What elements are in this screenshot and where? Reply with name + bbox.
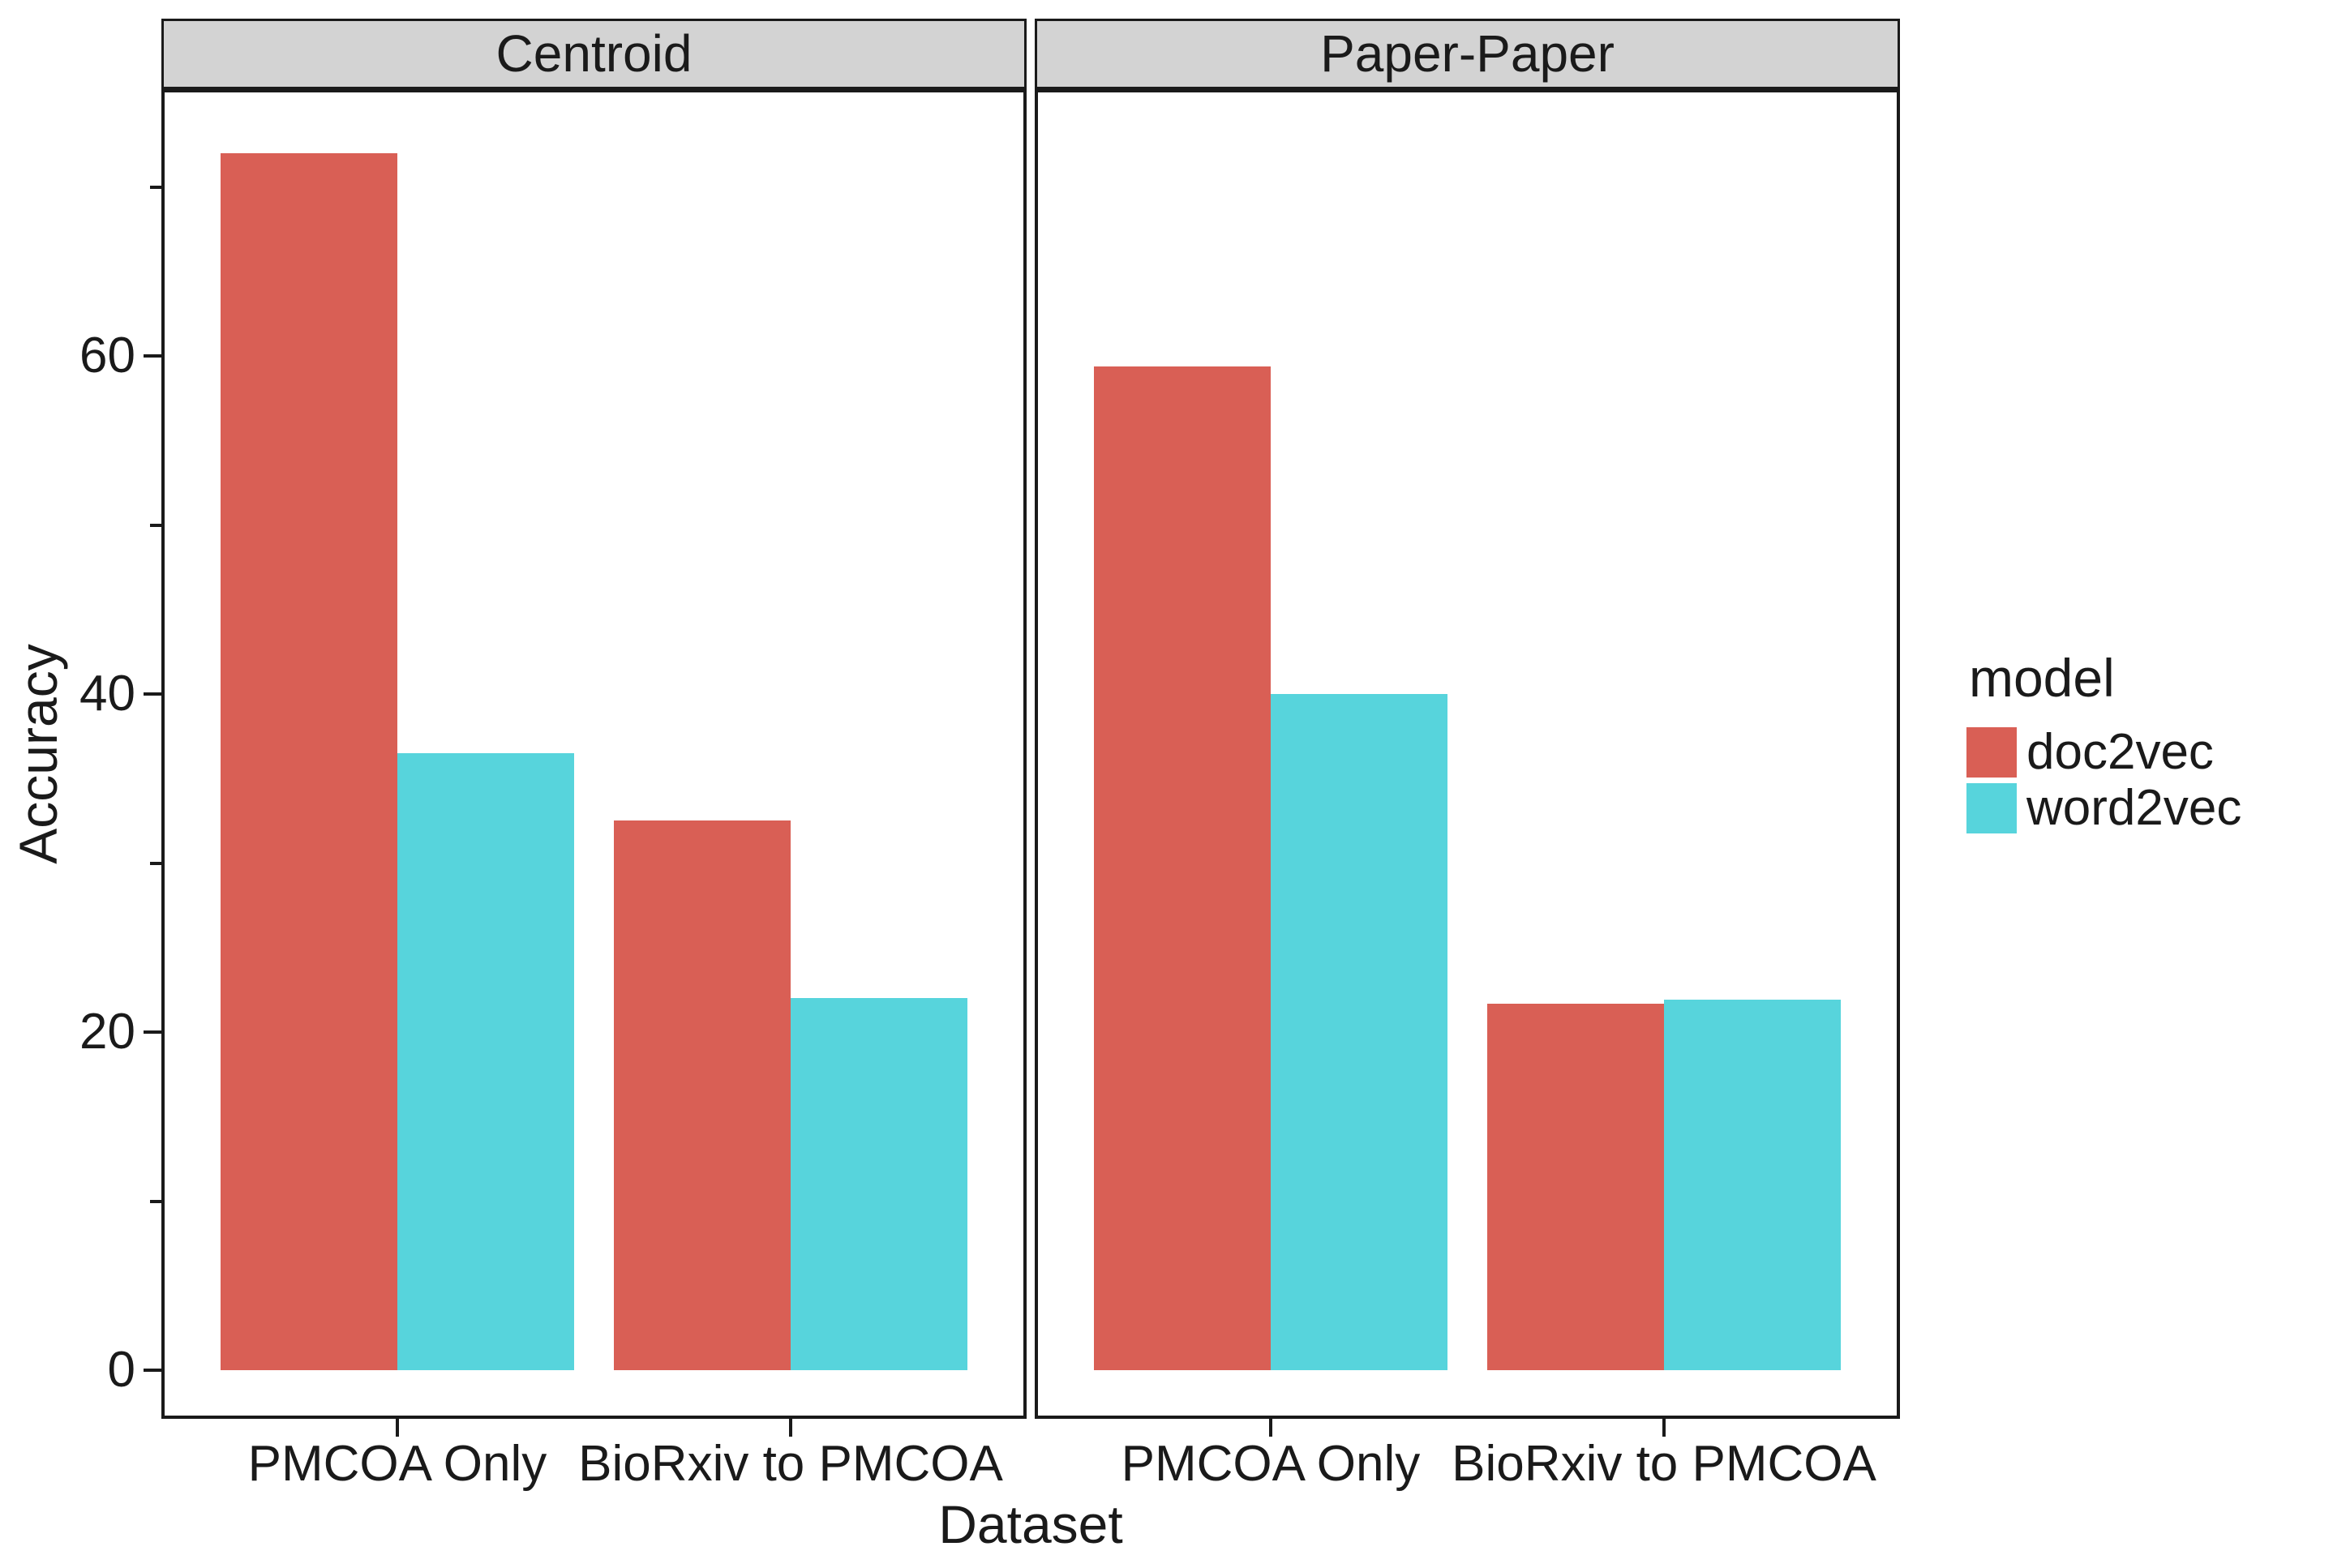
doc2vec-color-swatch	[1966, 727, 2017, 778]
legend-item-label: word2vec	[2026, 780, 2242, 836]
y-axis-major-tick	[144, 692, 161, 696]
x-axis-tick	[1662, 1419, 1666, 1437]
y-tick-label: 0	[107, 1342, 135, 1398]
y-axis-major-tick	[144, 1369, 161, 1372]
y-tick-label: 40	[79, 666, 135, 722]
x-tick-label: PMCOA Only	[247, 1436, 547, 1492]
y-axis-title: Accuracy	[8, 644, 68, 864]
y-axis-minor-tick	[150, 861, 161, 865]
bar-paper-paper-biorxiv-to-pmcoa-word2vec	[1664, 1000, 1842, 1370]
x-axis-title: Dataset	[938, 1494, 1123, 1554]
bar-paper-paper-pmcoa-only-word2vec	[1270, 694, 1448, 1370]
bar-centroid-biorxiv-to-pmcoa-word2vec	[791, 998, 968, 1370]
legend-item-label: doc2vec	[2026, 724, 2214, 780]
y-axis-major-tick	[144, 354, 161, 358]
x-axis-tick	[395, 1419, 399, 1437]
y-axis-minor-tick	[150, 523, 161, 527]
x-tick-label: BioRxiv to PMCOA	[578, 1436, 1003, 1492]
facet-strip-centroid: Centroid	[161, 19, 1027, 89]
y-tick-label: 60	[79, 328, 135, 383]
bar-centroid-pmcoa-only-doc2vec	[220, 152, 397, 1370]
bar-centroid-pmcoa-only-word2vec	[397, 752, 575, 1370]
bar-paper-paper-biorxiv-to-pmcoa-doc2vec	[1486, 1003, 1664, 1370]
y-axis-minor-tick	[150, 185, 161, 189]
legend-title: model	[1969, 648, 2115, 708]
x-tick-label: PMCOA Only	[1121, 1436, 1421, 1492]
bar-centroid-biorxiv-to-pmcoa-doc2vec	[613, 820, 791, 1370]
y-tick-label: 20	[79, 1004, 135, 1060]
y-axis-minor-tick	[150, 1199, 161, 1203]
facet-strip-paper-paper: Paper-Paper	[1035, 19, 1900, 89]
y-axis-major-tick	[144, 1030, 161, 1034]
x-tick-label: BioRxiv to PMCOA	[1452, 1436, 1876, 1492]
x-axis-tick	[1268, 1419, 1272, 1437]
bar-paper-paper-pmcoa-only-doc2vec	[1093, 366, 1271, 1370]
x-axis-tick	[789, 1419, 793, 1437]
word2vec-color-swatch	[1966, 783, 2017, 833]
